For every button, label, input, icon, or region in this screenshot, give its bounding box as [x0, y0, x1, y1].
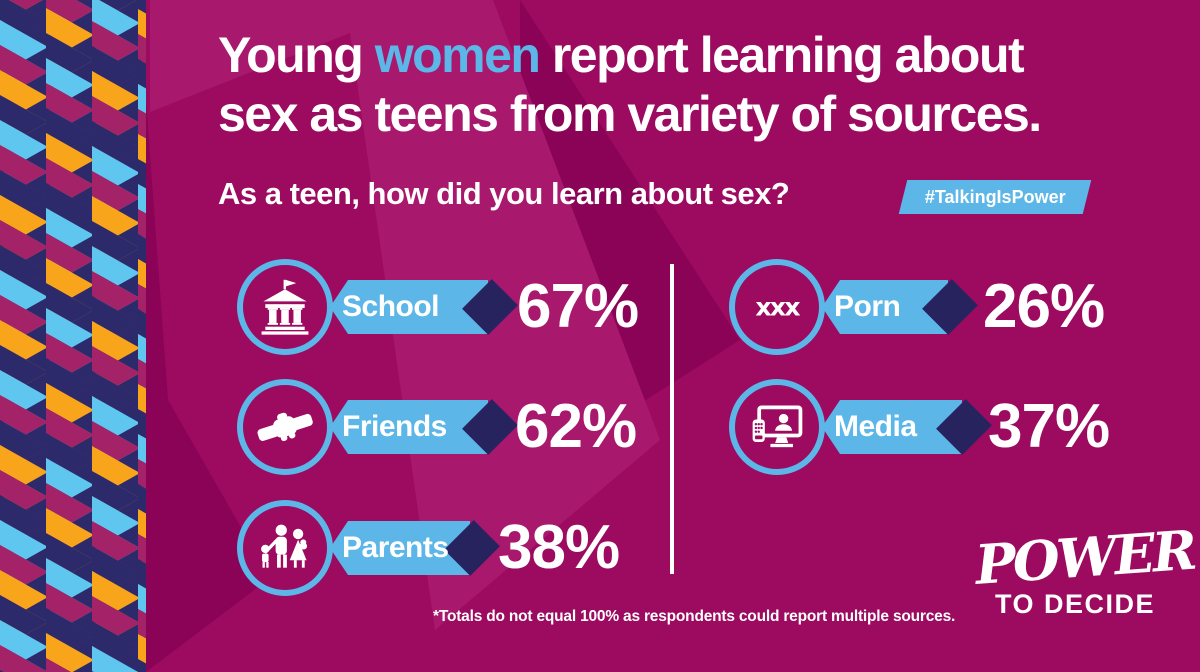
footnote: *Totals do not equal 100% as respondents…: [433, 608, 956, 625]
logo-line1: POWER: [973, 517, 1197, 597]
tv-media-icon: [752, 405, 803, 448]
stat-value: 38%: [498, 513, 620, 582]
stat-label: Media: [834, 410, 917, 443]
stat-value: 67%: [517, 272, 639, 341]
ribbon-banner: [330, 400, 488, 454]
stat-label: Parents: [342, 531, 449, 564]
stat-label: Friends: [342, 410, 447, 443]
ribbon-banner: [330, 280, 488, 334]
school-building-icon: [261, 279, 309, 335]
svg-text:xxx: xxx: [755, 292, 800, 321]
icon-circle: [237, 259, 333, 355]
stat-label: Porn: [834, 290, 901, 323]
icon-circle: [729, 379, 825, 475]
icon-circle: [237, 379, 333, 475]
stat-label: School: [342, 290, 440, 323]
column-divider: [670, 264, 674, 574]
headline-line2: sex as teens from variety of sources.: [218, 86, 1042, 142]
question-text: As a teen, how did you learn about sex?: [218, 176, 790, 211]
power-to-decide-logo: POWER TO DECIDE: [973, 518, 1196, 619]
logo-line2: TO DECIDE: [994, 589, 1156, 619]
headline-highlight: women: [374, 27, 541, 83]
handshake-icon: [257, 412, 313, 442]
stat-value: 26%: [983, 272, 1105, 341]
headline-line1: Young women report learning about: [218, 27, 1025, 83]
icon-circle: xxx: [729, 259, 825, 355]
icon-circle: [237, 500, 333, 596]
hashtag-label: #TalkingIsPower: [924, 186, 1066, 207]
hashtag-badge: #TalkingIsPower: [898, 180, 1092, 214]
stat-value: 37%: [988, 392, 1110, 461]
headline: Young women report learning about sex as…: [218, 26, 1042, 144]
stat-value: 62%: [515, 392, 637, 461]
xxx-icon: xxx: [755, 292, 802, 321]
family-icon: [261, 524, 308, 568]
chevron-pattern-strip: [0, 0, 146, 672]
